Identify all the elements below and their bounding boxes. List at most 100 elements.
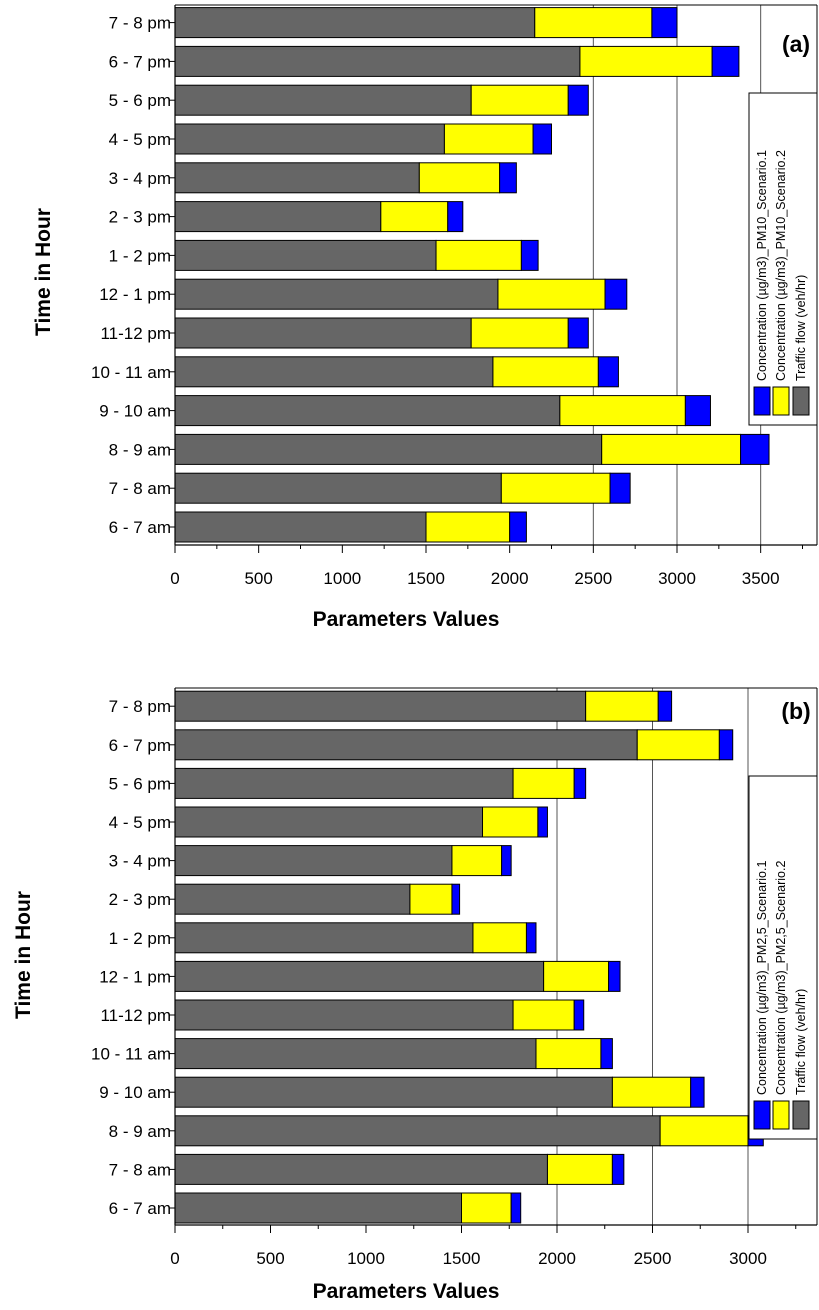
panel-a-bar-6-7-pm-concentration-g-m3-pm10-scenario-2	[579, 45, 713, 77]
panel-a-bar-6-7-pm-traffic-flow-veh-hr	[174, 45, 581, 77]
panel-a-y-axis-title: Time in Hour	[32, 208, 55, 336]
panel-b-bar-7-8-pm-traffic-flow-veh-hr	[174, 690, 587, 722]
panel-a-bar-4-5-pm-concentration-g-m3-pm10-scenario-2	[443, 123, 534, 155]
panel-b-bar-6-7-am-concentration-g-m3-pm2-5-scenario-2	[461, 1192, 512, 1224]
panel-b-bar-9-10-am-concentration-g-m3-pm2-5-scenario-2	[611, 1076, 692, 1108]
panel-b-bar-7-8-pm-concentration-g-m3-pm2-5-scenario-1	[657, 690, 673, 722]
panel-a-bar-7-8-pm-traffic-flow-veh-hr	[174, 7, 536, 39]
panel-a-category-label-4-5-pm: 4 - 5 pm	[109, 130, 171, 149]
panel-b-category-label-8-9-am: 8 - 9 am	[109, 1122, 171, 1141]
panel-a-bar-7-8-pm-concentration-g-m3-pm10-scenario-1	[651, 7, 678, 39]
panel-a-bar-6-7-pm-concentration-g-m3-pm10-scenario-1	[711, 45, 740, 77]
panel-b-panel-label: (b)	[781, 698, 810, 724]
panel-a-bar-3-4-pm-concentration-g-m3-pm10-scenario-1	[499, 162, 517, 194]
panel-a-xtick-label: 3500	[742, 569, 780, 588]
panel-b-category-label-12-1-pm: 12 - 1 pm	[99, 967, 171, 986]
panel-a-bar-7-8-pm-concentration-g-m3-pm10-scenario-2	[534, 7, 653, 39]
panel-b-bar-5-6-pm-traffic-flow-veh-hr	[174, 767, 514, 799]
panel-b-legend-swatch-concentration-g-m3-pm2-5-scenario-2	[772, 1100, 790, 1130]
panel-a-bar-6-7-am-traffic-flow-veh-hr	[174, 511, 427, 543]
panel-a-legend-label-traffic-flow-veh-hr: Traffic flow (veh/hr)	[794, 275, 808, 381]
panel-a-bar-2-3-pm-traffic-flow-veh-hr	[174, 201, 382, 233]
panel-a-category-label-2-3-pm: 2 - 3 pm	[109, 208, 171, 227]
panel-a-category-label-10-11-am: 10 - 11 am	[91, 363, 171, 382]
panel-a-category-label-11-12-pm: 11-12 pm	[100, 324, 171, 343]
panel-b-bar-10-11-am-concentration-g-m3-pm2-5-scenario-1	[600, 1038, 613, 1070]
panel-b-bar-1-2-pm-concentration-g-m3-pm2-5-scenario-1	[525, 922, 537, 954]
panel-b-bar-3-4-pm-traffic-flow-veh-hr	[174, 845, 453, 877]
panel-b-bar-5-6-pm-concentration-g-m3-pm2-5-scenario-2	[512, 767, 575, 799]
panel-b-category-label-7-8-am: 7 - 8 am	[109, 1160, 171, 1179]
panel-b-bar-4-5-pm-traffic-flow-veh-hr	[174, 806, 484, 838]
panel-a-bar-4-5-pm-traffic-flow-veh-hr	[174, 123, 445, 155]
panel-b-bar-1-2-pm-traffic-flow-veh-hr	[174, 922, 474, 954]
panel-b-bar-8-9-am-concentration-g-m3-pm2-5-scenario-2	[659, 1115, 749, 1147]
panel-a-bar-12-1-pm-traffic-flow-veh-hr	[174, 278, 499, 310]
panel-a-bar-6-7-am-concentration-g-m3-pm10-scenario-2	[425, 511, 511, 543]
panel-b-bar-11-12-pm-traffic-flow-veh-hr	[174, 999, 514, 1031]
panel-b-bar-6-7-am-concentration-g-m3-pm2-5-scenario-1	[510, 1192, 522, 1224]
panel-a-bar-5-6-pm-traffic-flow-veh-hr	[174, 84, 472, 116]
panel-b-x-axis-title: Parameters Values	[313, 1280, 500, 1303]
panel-b-bar-1-2-pm-concentration-g-m3-pm2-5-scenario-2	[472, 922, 527, 954]
panel-a-legend-label-concentration-g-m3-pm10-scenario-2: Concentration (µg/m3)_PM10_Scenario.2	[774, 150, 788, 381]
panel-a-category-label-7-8-am: 7 - 8 am	[109, 479, 171, 498]
panel-a-category-label-12-1-pm: 12 - 1 pm	[99, 285, 171, 304]
panel-a-xtick-label: 2000	[491, 569, 529, 588]
panel-b-legend-box	[748, 775, 818, 1140]
panel-a-bar-3-4-pm-concentration-g-m3-pm10-scenario-2	[418, 162, 501, 194]
panel-b-legend-label-traffic-flow-veh-hr: Traffic flow (veh/hr)	[794, 989, 808, 1095]
panel-a-bar-1-2-pm-concentration-g-m3-pm10-scenario-1	[520, 239, 539, 271]
panel-a-bar-6-7-am-concentration-g-m3-pm10-scenario-1	[509, 511, 527, 543]
panel-b-bar-4-5-pm-concentration-g-m3-pm2-5-scenario-2	[482, 806, 539, 838]
panel-b-category-label-4-5-pm: 4 - 5 pm	[109, 813, 171, 832]
panel-a-chart: 0 500 1000 1500 2000 2500 3000 3500 6 - 7 am 7 - …	[32, 4, 818, 631]
panel-a-bar-12-1-pm-concentration-g-m3-pm10-scenario-2	[497, 278, 606, 310]
panel-a-bar-11-12-pm-traffic-flow-veh-hr	[174, 317, 472, 349]
panel-a-category-label-7-8-pm: 7 - 8 pm	[109, 14, 171, 33]
panel-b-chart: 0 500 1000 1500 2000 2500 3000 6 - 7 am 7 - 8 am…	[12, 687, 818, 1303]
panel-a-category-label-3-4-pm: 3 - 4 pm	[109, 169, 171, 188]
panel-a-bar-4-5-pm-concentration-g-m3-pm10-scenario-1	[532, 123, 552, 155]
panel-b-bar-4-5-pm-concentration-g-m3-pm2-5-scenario-1	[537, 806, 548, 838]
panel-b-xtick-label: 2500	[634, 1249, 672, 1268]
panel-a-x-axis-title: Parameters Values	[313, 608, 500, 631]
panel-b-bar-12-1-pm-concentration-g-m3-pm2-5-scenario-1	[608, 960, 621, 992]
panel-b-bar-11-12-pm-concentration-g-m3-pm2-5-scenario-2	[512, 999, 575, 1031]
panel-a-legend-swatch-concentration-g-m3-pm10-scenario-1	[753, 386, 771, 416]
panel-a-bar-3-4-pm-traffic-flow-veh-hr	[174, 162, 420, 194]
panel-b-bar-6-7-pm-concentration-g-m3-pm2-5-scenario-1	[718, 729, 734, 761]
panel-b-category-label-6-7-pm: 6 - 7 pm	[109, 736, 171, 755]
panel-a-bar-1-2-pm-traffic-flow-veh-hr	[174, 239, 437, 271]
panel-b-xtick-label: 0	[170, 1249, 179, 1268]
panel-b-bar-8-9-am-traffic-flow-veh-hr	[174, 1115, 661, 1147]
panel-b-bar-9-10-am-concentration-g-m3-pm2-5-scenario-1	[690, 1076, 705, 1108]
panel-b-legend-swatch-concentration-g-m3-pm2-5-scenario-1	[753, 1100, 771, 1130]
panel-a-bar-5-6-pm-concentration-g-m3-pm10-scenario-2	[470, 84, 569, 116]
panel-a-bar-2-3-pm-concentration-g-m3-pm10-scenario-2	[380, 201, 449, 233]
panel-a-xtick-label: 500	[244, 569, 272, 588]
panel-a-bar-11-12-pm-concentration-g-m3-pm10-scenario-2	[470, 317, 569, 349]
panel-b-category-label-9-10-am: 9 - 10 am	[99, 1083, 171, 1102]
panel-a-category-label-5-6-pm: 5 - 6 pm	[109, 91, 171, 110]
panel-a-category-label-1-2-pm: 1 - 2 pm	[109, 246, 171, 265]
panel-a-bar-11-12-pm-concentration-g-m3-pm10-scenario-1	[567, 317, 589, 349]
panel-b-bar-6-7-pm-traffic-flow-veh-hr	[174, 729, 638, 761]
panel-a-category-label-8-9-am: 8 - 9 am	[109, 440, 171, 459]
panel-b-bar-7-8-am-traffic-flow-veh-hr	[174, 1153, 548, 1185]
panel-b-bar-6-7-am-traffic-flow-veh-hr	[174, 1192, 462, 1224]
panel-a-bar-8-9-am-concentration-g-m3-pm10-scenario-1	[740, 433, 770, 465]
panel-a-bar-7-8-am-concentration-g-m3-pm10-scenario-1	[609, 472, 631, 504]
panel-b-bar-12-1-pm-concentration-g-m3-pm2-5-scenario-2	[543, 960, 610, 992]
panel-b-xtick-label: 2000	[538, 1249, 576, 1268]
panel-b-legend-label-concentration-g-m3-pm2-5-scenario-2: Concentration (µg/m3)_PM2,5_Scenario.2	[774, 861, 788, 1095]
panel-a-bar-9-10-am-traffic-flow-veh-hr	[174, 395, 561, 427]
panel-a-legend-swatch-traffic-flow-veh-hr	[792, 386, 810, 416]
panel-b-xtick-label: 500	[256, 1249, 284, 1268]
panel-b-bar-7-8-pm-concentration-g-m3-pm2-5-scenario-2	[585, 690, 659, 722]
panel-b-legend-swatch-traffic-flow-veh-hr	[792, 1100, 810, 1130]
panel-a-bar-2-3-pm-concentration-g-m3-pm10-scenario-1	[447, 201, 464, 233]
panel-b-bar-10-11-am-concentration-g-m3-pm2-5-scenario-2	[535, 1038, 602, 1070]
